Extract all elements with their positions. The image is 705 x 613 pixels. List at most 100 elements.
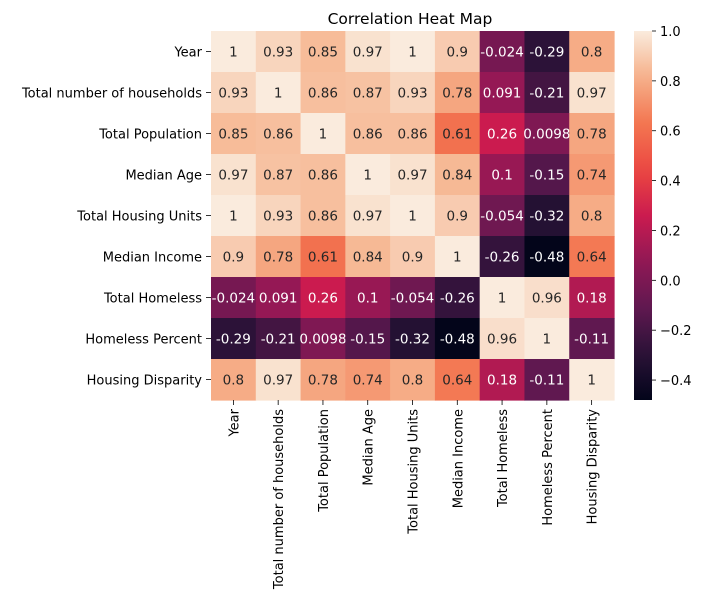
heatmap-cell (479, 154, 526, 196)
cell-value-label: 0.87 (353, 86, 383, 102)
heatmap-cell (211, 154, 257, 196)
heatmap-cell (434, 154, 481, 196)
y-tick-label: Total Population (98, 128, 202, 143)
cell-value-label: 0.26 (308, 291, 338, 307)
heatmap-cell (255, 195, 302, 237)
heatmap-cell (569, 277, 615, 319)
cell-value-label: 0.18 (487, 373, 517, 389)
heatmap-cell (569, 195, 615, 237)
x-tick-label: Total Population (317, 409, 332, 513)
cell-value-label: 0.86 (308, 168, 338, 184)
cell-value-label: 0.78 (442, 86, 472, 102)
heatmap-cell (390, 277, 436, 319)
cell-value-label: 0.96 (487, 332, 517, 348)
cell-value-label: 1 (229, 45, 238, 61)
heatmap-cell (345, 154, 391, 196)
cell-value-label: -0.11 (529, 373, 564, 389)
y-tick-label: Housing Disparity (87, 374, 203, 389)
colorbar: 1.0 0.8 0.6 0.4 0.2 0.0 −0.2 −0.4 (634, 25, 692, 400)
cell-value-label: 0.84 (442, 168, 472, 184)
cell-value-label: 0.1 (357, 291, 378, 307)
cell-value-label: 0.86 (308, 86, 338, 102)
cell-value-label: 1 (274, 86, 283, 102)
x-tick-label: Total Housing Units (407, 409, 422, 535)
cell-value-label: 0.78 (577, 127, 607, 143)
cell-value-label: 0.97 (218, 168, 248, 184)
heatmap-cell (569, 236, 615, 278)
heatmap-cell (345, 236, 391, 278)
heatmap-cell (211, 113, 257, 155)
cell-value-label: 0.64 (577, 250, 607, 266)
cell-value-label: 0.97 (353, 209, 383, 225)
cell-value-label: -0.26 (440, 291, 475, 307)
heatmap-cell (345, 318, 391, 360)
heatmap-cell (524, 72, 570, 114)
colorbar-tick-label: 0.2 (660, 224, 681, 239)
cell-value-label: -0.48 (440, 332, 475, 348)
cell-value-label: 0.86 (353, 127, 383, 143)
cell-value-label: 0.97 (353, 45, 383, 61)
cell-value-label: 0.74 (577, 168, 607, 184)
y-tick-label: Median Age (125, 169, 202, 184)
heatmap-cell (300, 359, 346, 401)
heatmap-cell (524, 154, 570, 196)
cell-value-label: 0.78 (263, 250, 293, 266)
heatmap-cell (524, 236, 570, 278)
cell-value-label: 0.93 (263, 209, 293, 225)
heatmap-cell (255, 236, 302, 278)
heatmap-cell (255, 72, 302, 114)
cell-value-label: 0.9 (447, 45, 468, 61)
cell-value-label: 0.0098 (523, 127, 570, 143)
heatmap-cells: 1 0.93 0.85 0.97 1 0.9 -0.024 -0.29 0.8 0.93 1 0.86… (211, 31, 615, 401)
cell-value-label: 0.0098 (299, 332, 346, 348)
heatmap-cell (390, 359, 436, 401)
cell-value-label: 0.97 (263, 373, 293, 389)
cell-value-label: -0.32 (395, 332, 430, 348)
heatmap-cell (345, 72, 391, 114)
heatmap-cell (479, 195, 526, 237)
cell-value-label: 0.85 (218, 127, 248, 143)
cell-value-label: 0.93 (218, 86, 248, 102)
heatmap-cell (479, 72, 526, 114)
y-tick-label: Year (173, 46, 202, 61)
heatmap-cell (211, 318, 257, 360)
heatmap-cell (255, 277, 302, 319)
heatmap-cell (300, 113, 346, 155)
cell-value-label: -0.29 (216, 332, 251, 348)
y-tick-label: Total Homeless (103, 292, 202, 307)
heatmap-cell (211, 72, 257, 114)
heatmap-cell (479, 359, 526, 401)
cell-value-label: 0.9 (223, 250, 244, 266)
x-axis-labels: Year Total number of households Total Popu… (227, 400, 601, 590)
heatmap-cell (390, 113, 436, 155)
cell-value-label: 1 (408, 45, 417, 61)
cell-value-label: -0.21 (261, 332, 296, 348)
cell-value-label: -0.024 (212, 291, 256, 307)
cell-value-label: 0.8 (581, 209, 602, 225)
x-tick-label: Housing Disparity (586, 409, 601, 525)
heatmap-cell (390, 72, 436, 114)
heatmap-cell (300, 236, 346, 278)
heatmap-cell (479, 113, 526, 155)
heatmap-cell (255, 318, 302, 360)
heatmap-cell (569, 31, 615, 73)
colorbar-tick-label: −0.2 (660, 324, 692, 339)
heatmap-cell (390, 195, 436, 237)
heatmap-cell (434, 236, 481, 278)
cell-value-label: 0.18 (577, 291, 607, 307)
heatmap-cell (524, 195, 570, 237)
heatmap-cell (479, 236, 526, 278)
colorbar-tick-label: 0.6 (660, 125, 681, 140)
heatmap-cell (434, 277, 481, 319)
cell-value-label: -0.29 (529, 45, 564, 61)
heatmap-cell (300, 31, 346, 73)
heatmap-cell (434, 318, 481, 360)
heatmap-cell (479, 318, 526, 360)
cell-value-label: 0.091 (259, 291, 298, 307)
cell-value-label: 0.86 (308, 209, 338, 225)
cell-value-label: 1 (587, 373, 596, 389)
cell-value-label: 0.85 (308, 45, 338, 61)
x-tick-label: Total number of households (272, 409, 287, 590)
cell-value-label: 0.8 (223, 373, 244, 389)
